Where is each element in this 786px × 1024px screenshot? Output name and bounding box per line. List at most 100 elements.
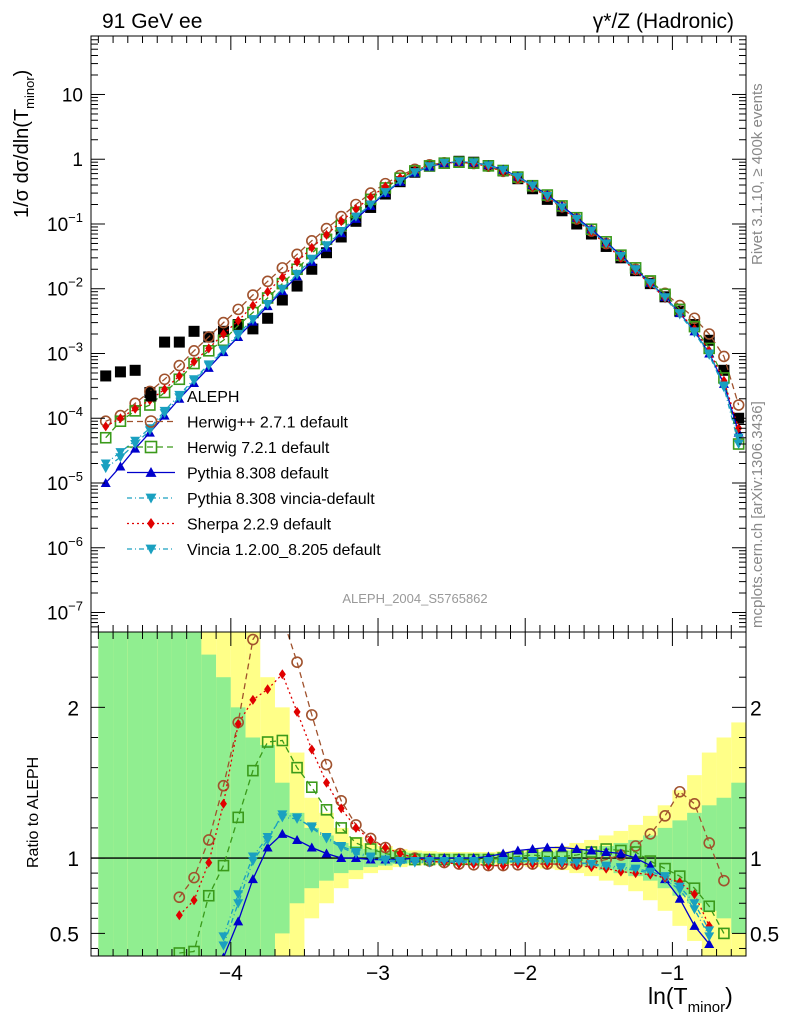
rivet-version-label: Rivet 3.1.10, ≥ 400k events <box>749 83 766 265</box>
ratio-marker-pythia-8-308-default <box>527 844 538 854</box>
y-axis-label-ratio: Ratio to ALEPH <box>25 757 42 868</box>
marker-sherpa-2-2-9-default <box>175 370 183 381</box>
x-tick-label: −1 <box>660 962 684 985</box>
ratio-marker-pythia-8-308-default <box>645 860 656 870</box>
ratio-marker-sherpa-2-2-9-default <box>219 798 227 809</box>
ratio-marker-sherpa-2-2-9-default <box>352 822 360 833</box>
ratio-marker-pythia-8-308-default <box>557 842 568 852</box>
ratio-marker-herwig-2-7-1-default <box>659 810 671 822</box>
marker-vincia-1-2-00-8-205-default <box>645 279 656 289</box>
marker-vincia-1-2-00-8-205-default <box>203 360 214 370</box>
marker-sherpa-2-2-9-default <box>190 356 198 367</box>
y-tick-base: 10 <box>47 280 68 301</box>
marker-vincia-1-2-00-8-205-default <box>262 300 273 310</box>
marker-herwig-2-7-1-default <box>247 289 259 301</box>
marker-herwig-7-2-1-default <box>99 431 112 444</box>
y-tick-base: 10 <box>47 215 68 236</box>
marker-herwig-2-7-1-default <box>732 399 745 411</box>
marker-sherpa-2-2-9-default <box>102 421 110 432</box>
marker-vincia-1-2-00-8-205-default <box>247 315 258 325</box>
marker-pythia-8-308-default <box>100 478 111 487</box>
ratio-marker-herwig-7-2-1-default <box>188 945 200 956</box>
ratio-marker-herwig-7-2-1-default <box>350 837 362 849</box>
ratio-marker-vincia-1-2-00-8-205-default <box>601 861 612 871</box>
ratio-marker-herwig-7-2-1-default <box>217 859 230 872</box>
marker-vincia-1-2-00-8-205-default <box>409 168 420 178</box>
ratio-marker-herwig-7-2-1-default <box>202 889 215 902</box>
ratio-y-tick-label: 1 <box>67 848 79 871</box>
marker-vincia-1-2-00-8-205-default <box>660 293 671 303</box>
marker-herwig-2-7-1-default <box>688 312 701 325</box>
y-tick-base: 10 <box>47 409 68 430</box>
legend-marker <box>145 544 157 555</box>
marker-vincia-1-2-00-8-205-default <box>189 375 200 385</box>
ratio-marker-herwig-2-7-1-default <box>718 874 730 887</box>
ratio-marker-vincia-1-2-00-8-205-default <box>409 857 420 867</box>
ratio-marker-herwig-2-7-1-default <box>291 656 303 668</box>
marker-vincia-1-2-00-8-205-default <box>130 436 141 446</box>
ratio-marker-vincia-1-2-00-8-205-default <box>233 890 244 900</box>
marker-herwig-2-7-1-default <box>261 275 274 288</box>
x-tick-label: −3 <box>366 962 390 985</box>
marker-vincia-1-2-00-8-205-default <box>615 252 626 262</box>
ratio-marker-herwig-7-2-1-default <box>232 811 244 824</box>
marker-vincia-1-2-00-8-205-default <box>321 241 332 251</box>
marker-aleph <box>276 294 288 306</box>
legend-item-sherpa-2-2-9-default: Sherpa 2.2.9 default <box>127 517 332 534</box>
ratio-band-inner <box>216 677 231 956</box>
x-tick-label: −4 <box>219 962 243 985</box>
marker-sherpa-2-2-9-default <box>264 286 272 297</box>
ratio-marker-vincia-1-2-00-8-205-default <box>660 872 671 882</box>
y-tick-base: 10 <box>47 344 68 365</box>
marker-vincia-1-2-00-8-205-default <box>601 239 612 249</box>
marker-sherpa-2-2-9-default <box>249 300 257 311</box>
legend-marker <box>144 415 158 428</box>
marker-pythia-8-308-vincia-default <box>100 464 111 474</box>
ratio-marker-vincia-1-2-00-8-205-default <box>615 863 626 873</box>
x-tick-label: −2 <box>513 962 537 985</box>
ratio-marker-vincia-1-2-00-8-205-default <box>321 832 332 842</box>
ratio-marker-vincia-1-2-00-8-205-default <box>689 899 700 909</box>
marker-vincia-1-2-00-8-205-default <box>468 158 479 168</box>
legend-marker <box>144 440 158 454</box>
marker-vincia-1-2-00-8-205-default <box>233 330 244 339</box>
marker-herwig-2-7-1-default <box>232 303 244 316</box>
y-tick-label: 1 <box>72 150 83 171</box>
ratio-marker-vincia-1-2-00-8-205-default <box>306 822 317 832</box>
marker-vincia-1-2-00-8-205-default <box>571 214 582 224</box>
y-tick-base: 10 <box>47 539 68 560</box>
ratio-bands <box>98 632 746 956</box>
ratio-band-inner <box>201 654 217 956</box>
marker-pythia-8-308-vincia-default <box>733 440 744 450</box>
mcplots-label: mcplots.cern.ch [arXiv:1306.3436] <box>749 401 766 628</box>
ratio-marker-vincia-1-2-00-8-205-default <box>645 867 656 877</box>
marker-vincia-1-2-00-8-205-default <box>630 265 641 275</box>
ratio-marker-sherpa-2-2-9-default <box>278 669 286 680</box>
legend: ALEPH Herwig++ 2.7.1 default Herwig 7.2.1 … <box>127 389 381 559</box>
ratio-band-inner <box>157 632 172 956</box>
ratio-marker-vincia-1-2-00-8-205-default <box>292 814 303 824</box>
ratio-marker-herwig-7-2-1-default <box>305 781 318 794</box>
marker-sherpa-2-2-9-default <box>323 229 331 240</box>
x-axis-label: ln(Tminor) <box>648 983 733 1016</box>
ratio-marker-sherpa-2-2-9-default <box>690 889 698 900</box>
ratio-marker-pythia-8-308-default <box>221 952 226 956</box>
marker-herwig-2-7-1-default <box>158 373 171 386</box>
marker-vincia-1-2-00-8-205-default <box>365 200 376 210</box>
marker-aleph <box>718 364 730 376</box>
ratio-marker-pythia-8-308-vincia-default <box>689 905 700 915</box>
ratio-marker-pythia-8-308-default <box>336 853 347 863</box>
marker-vincia-1-2-00-8-205-default <box>277 284 288 294</box>
ratio-marker-pythia-8-308-default <box>689 920 700 930</box>
ratio-marker-sherpa-2-2-9-default <box>337 803 345 814</box>
marker-vincia-1-2-00-8-205-default <box>674 309 685 319</box>
series-line-herwig-2-7-1-default <box>105 161 740 422</box>
y-tick-label: 10 <box>62 85 83 106</box>
ratio-marker-herwig-2-7-1-default <box>247 633 259 646</box>
legend-item-herwig-7-2-1-default: Herwig 7.2.1 default <box>127 440 330 457</box>
legend-item-herwig-2-7-1-default: Herwig++ 2.7.1 default <box>127 415 349 432</box>
legend-label: Herwig++ 2.7.1 default <box>187 415 349 432</box>
marker-aleph <box>291 280 303 292</box>
ratio-marker-pythia-8-308-vincia-default <box>704 932 715 942</box>
ratio-marker-sherpa-2-2-9-default <box>367 834 375 845</box>
